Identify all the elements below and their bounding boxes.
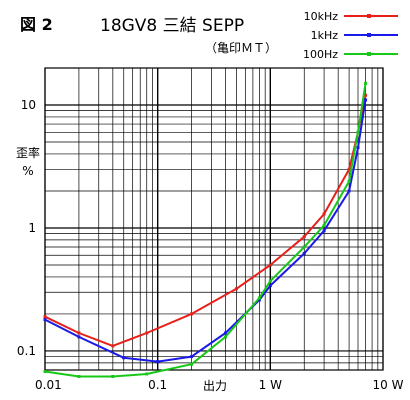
data-point: [190, 355, 194, 359]
plot-frame: [44, 67, 384, 371]
x-tick-label: 1 W: [259, 378, 282, 392]
data-point: [364, 93, 368, 97]
data-point: [257, 298, 261, 302]
data-point: [364, 98, 368, 102]
data-point: [77, 374, 81, 378]
data-point: [268, 263, 272, 267]
data-point: [145, 331, 149, 335]
legend-label: 100Hz: [303, 48, 338, 61]
data-point: [356, 130, 360, 134]
data-point: [347, 167, 351, 171]
data-point: [43, 318, 47, 322]
chart-subtitle: （亀印ＭＴ）: [205, 41, 277, 55]
legend: 10kHz 1kHz 100Hz: [303, 10, 398, 61]
chart-title: 18GV8 三結 SEPP: [100, 16, 244, 36]
data-point: [257, 296, 261, 300]
data-point: [356, 146, 360, 150]
series-lines: [43, 81, 368, 378]
y-tick-label: 1: [28, 221, 36, 235]
data-point: [77, 331, 81, 335]
data-point: [223, 331, 227, 335]
x-tick-label: 0.1: [148, 378, 167, 392]
data-point: [322, 229, 326, 233]
data-point: [302, 235, 306, 239]
x-axis-label: 出力: [203, 379, 227, 393]
data-point: [268, 284, 272, 288]
legend-marker: [367, 52, 371, 56]
data-point: [43, 370, 47, 374]
data-point: [43, 315, 47, 319]
series-line-10khz: [44, 95, 367, 347]
data-point: [190, 312, 194, 316]
data-point: [234, 287, 238, 291]
y-tick-label: 0.1: [17, 344, 36, 358]
legend-marker: [367, 14, 371, 18]
data-point: [347, 189, 351, 193]
data-point: [223, 335, 227, 339]
y-tick-label: 10: [21, 98, 36, 112]
data-point: [364, 81, 368, 85]
series-line-100hz: [44, 83, 367, 378]
data-point: [190, 362, 194, 366]
legend-marker: [367, 33, 371, 37]
data-point: [156, 360, 160, 364]
data-point: [145, 372, 149, 376]
x-tick-label: 0.01: [35, 378, 62, 392]
data-point: [111, 344, 115, 348]
data-point: [302, 245, 306, 249]
tick-labels: 0.01 0.1 1 W 10 W 0.1 1 10: [17, 98, 404, 392]
legend-label: 1kHz: [311, 29, 339, 42]
y-axis-label-2: %: [22, 164, 33, 178]
series-line-1khz: [44, 99, 367, 363]
data-point: [347, 179, 351, 183]
data-point: [268, 279, 272, 283]
figure-label: 図 2: [20, 15, 53, 34]
data-point: [77, 335, 81, 339]
data-point: [302, 252, 306, 256]
data-point: [111, 374, 115, 378]
legend-label: 10kHz: [304, 10, 339, 23]
data-point: [322, 212, 326, 216]
data-point: [122, 356, 126, 360]
y-axis-label-1: 歪率: [16, 145, 40, 160]
grid: [44, 67, 384, 371]
data-point: [322, 223, 326, 227]
x-tick-label: 10 W: [373, 378, 404, 392]
